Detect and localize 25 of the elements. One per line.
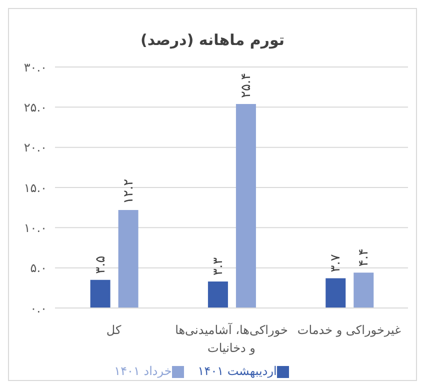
data-label: ۲۵.۴ [238, 72, 254, 98]
y-tick-label: ۰.۰ [30, 301, 47, 316]
data-label: ۳.۷ [328, 254, 344, 272]
y-tick-label: ۲۵.۰ [24, 100, 47, 114]
data-label: ۱۲.۲ [121, 178, 136, 204]
y-tick-label: ۱۵.۰ [24, 180, 47, 195]
y-tick-label: ۵.۰ [30, 261, 47, 276]
data-label: ۳.۳ [210, 257, 226, 276]
data-label: ۳.۵ [93, 256, 108, 274]
y-tick-label: ۳۰.۰ [24, 60, 47, 74]
x-tick-label: خوراکی‌ها، آشامیدنی‌ها و دخانیات [175, 322, 288, 355]
chart-title: تورم ماهانه (درصد) [140, 30, 286, 51]
y-tick-label: ۲۰.۰ [24, 140, 47, 155]
data-label: ۴.۴ [356, 248, 372, 267]
bar [326, 278, 346, 308]
bar [354, 272, 374, 308]
bar [118, 210, 138, 308]
legend-label: خرداد ۱۴۰۱ [114, 364, 172, 378]
bar [208, 281, 228, 308]
x-tick-label: کل [106, 323, 122, 337]
bar [90, 280, 110, 308]
y-tick-label: ۱۰.۰ [24, 220, 47, 235]
x-tick-label: غیرخوراکی و خدمات [297, 323, 401, 337]
bar [236, 104, 256, 308]
legend-label: اردیبهشت ۱۴۰۱ [198, 364, 277, 378]
